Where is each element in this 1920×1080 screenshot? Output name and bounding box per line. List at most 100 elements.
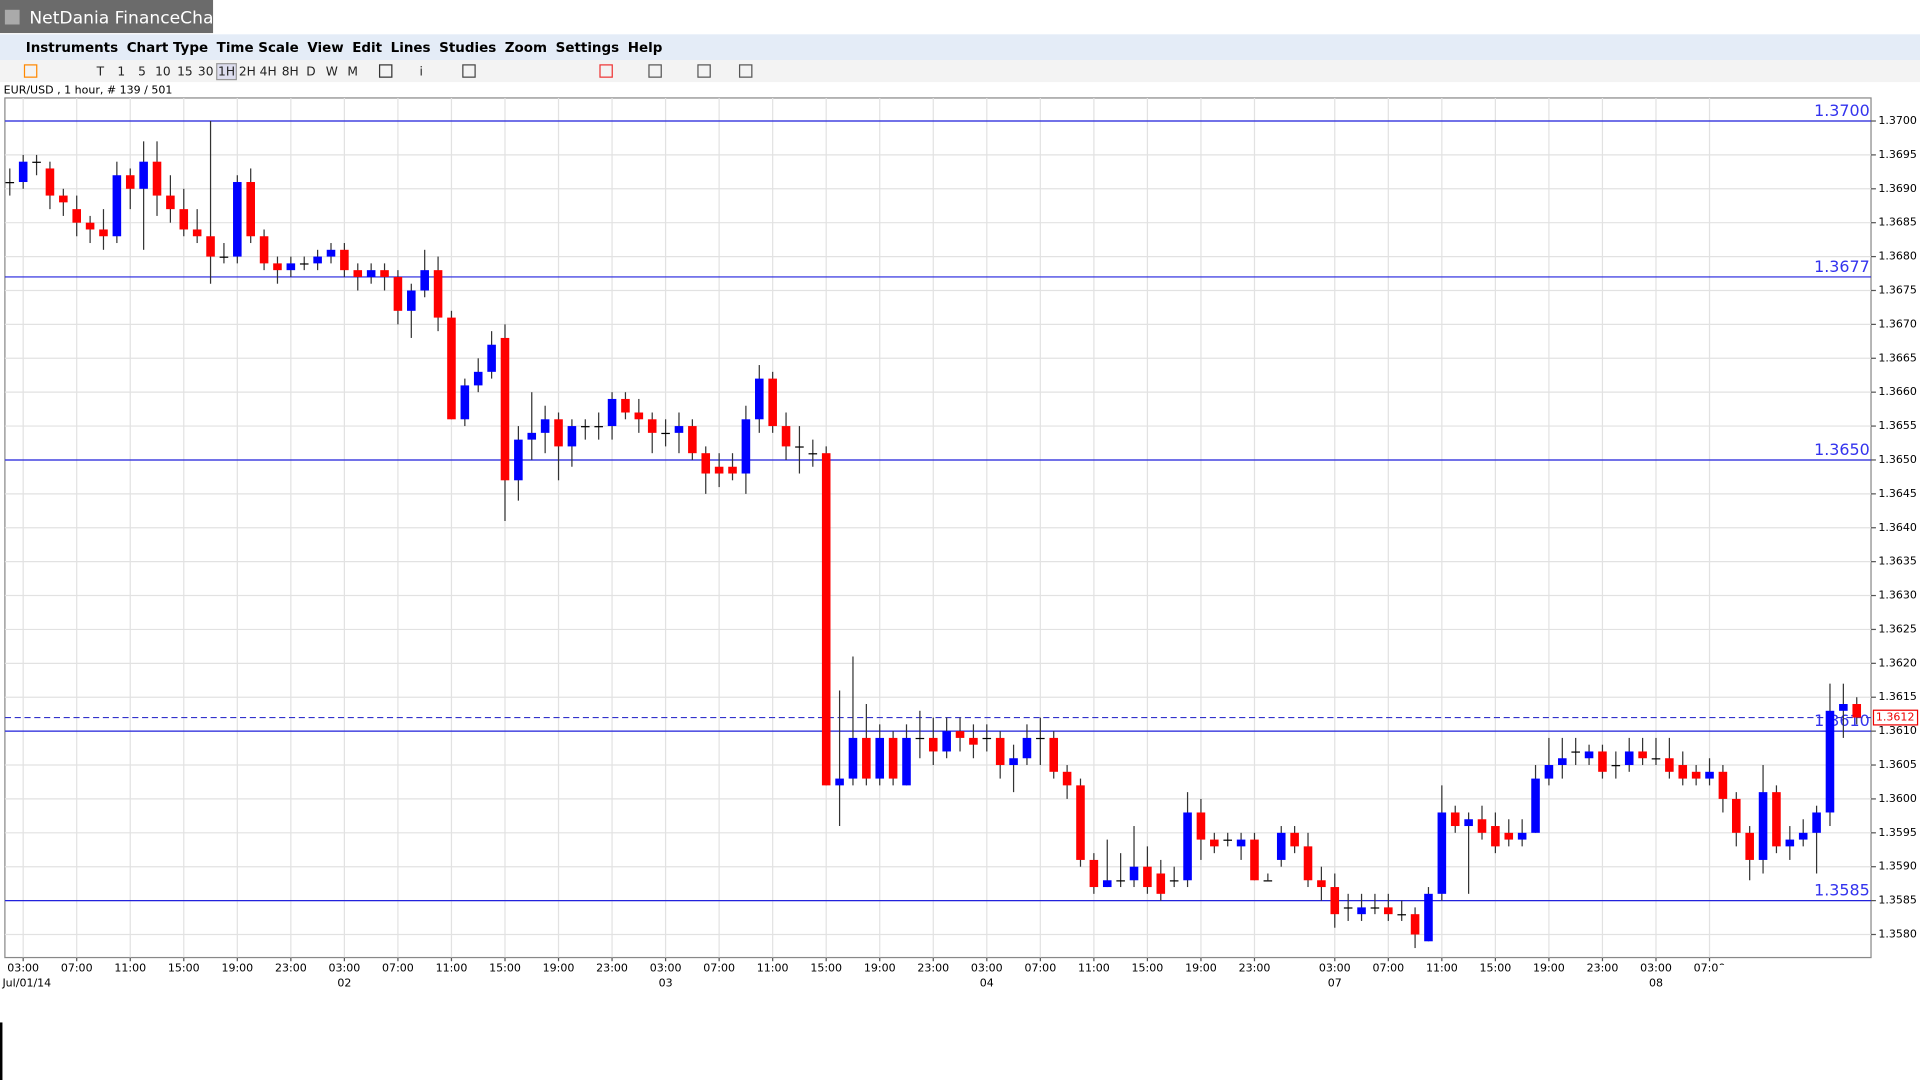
candle-body	[888, 737, 898, 779]
candle-body	[647, 419, 657, 433]
candle-body	[808, 453, 818, 455]
toolbar-icon[interactable]	[23, 64, 38, 78]
y-tick-label: 1.3585	[1878, 894, 1917, 907]
candle-body	[72, 209, 81, 223]
candle-body	[1798, 832, 1808, 840]
candle-body	[1558, 758, 1567, 766]
toolbar-button[interactable]: 4H	[260, 65, 277, 79]
toolbar-icon[interactable]	[378, 64, 393, 78]
y-tick-label: 1.3690	[1878, 182, 1917, 195]
candle-body	[875, 737, 885, 779]
menu-item[interactable]: View	[307, 41, 343, 56]
toolbar-button[interactable]: 8H	[282, 65, 299, 79]
toolbar-button[interactable]: M	[347, 65, 358, 79]
candle-body	[1651, 758, 1661, 760]
candle-body	[527, 432, 537, 440]
toolbar-icon[interactable]	[738, 64, 753, 78]
x-tick-label: 15:00	[489, 962, 521, 975]
x-tick-label: 15:00	[168, 962, 200, 975]
toolbar-button[interactable]: 5	[138, 65, 146, 79]
toolbar-icon[interactable]	[648, 64, 662, 78]
toolbar-button[interactable]: 2H	[239, 65, 256, 79]
candle-body	[1691, 771, 1701, 779]
y-tick-label: 1.3700	[1878, 114, 1917, 127]
toolbar-button[interactable]: W	[326, 65, 338, 79]
candle-body	[1705, 771, 1714, 779]
candle-body	[594, 426, 603, 428]
candle-body	[206, 236, 215, 257]
x-date-label: 04	[980, 976, 994, 989]
toolbar-button[interactable]: 10	[155, 65, 171, 79]
candle-body	[1437, 812, 1447, 894]
toolbar-icon[interactable]	[599, 64, 613, 78]
candle-body	[1678, 765, 1688, 779]
candle-body	[99, 229, 108, 237]
candle-body	[1477, 819, 1487, 833]
candle-body	[1598, 751, 1607, 772]
y-tick-label: 1.3655	[1878, 419, 1917, 432]
y-tick-label: 1.3670	[1878, 317, 1917, 330]
x-tick-label: 07:00	[1024, 962, 1056, 975]
candle-body	[326, 249, 336, 257]
overlay-box	[1717, 964, 1920, 1000]
candle-body	[286, 263, 296, 271]
candle-body	[1210, 839, 1219, 847]
toolbar-icon[interactable]	[697, 64, 711, 78]
y-tick-label: 1.3610	[1878, 724, 1917, 737]
candle-body	[942, 731, 951, 752]
candle-body	[862, 737, 871, 779]
toolbar-button[interactable]: 15	[177, 65, 193, 79]
candle-body	[674, 426, 684, 433]
candle-body	[1343, 907, 1353, 909]
menu-item[interactable]: Help	[628, 41, 663, 56]
candle-body	[1491, 826, 1500, 847]
candle-body	[340, 249, 349, 271]
toolbar-button[interactable]: i	[420, 65, 423, 79]
footer	[0, 999, 1920, 1080]
toolbar-icon[interactable]	[462, 64, 476, 78]
toolbar-button[interactable]: D	[306, 65, 315, 79]
candle-body	[1839, 704, 1848, 711]
candle-body	[1022, 737, 1032, 759]
title-bar	[0, 0, 1920, 35]
toolbar-button[interactable]: T	[96, 65, 105, 79]
candle-body	[1183, 812, 1192, 881]
candle-body	[514, 439, 523, 481]
window-title: NetDania FinanceChart	[29, 8, 227, 28]
candle-body	[768, 378, 777, 427]
menu-item[interactable]: Lines	[391, 41, 431, 56]
selected-button	[216, 63, 237, 81]
instrument-info: EUR/USD , 1 hour, # 139 / 501	[4, 84, 173, 97]
x-tick-label: 19:00	[221, 962, 253, 975]
y-tick-label: 1.3600	[1878, 792, 1917, 805]
menu-item[interactable]: Zoom	[505, 41, 547, 56]
candle-body	[1330, 887, 1340, 915]
candle-body	[1076, 785, 1085, 860]
toolbar-button[interactable]: 1H	[218, 65, 235, 79]
candle-body	[741, 419, 751, 474]
candle-body	[1624, 751, 1634, 766]
candle-body	[1223, 839, 1232, 841]
candle-body	[688, 426, 697, 454]
candle-body	[1464, 819, 1473, 827]
candle-body	[1036, 737, 1045, 740]
menu-item[interactable]: Studies	[439, 41, 496, 56]
y-tick-label: 1.3675	[1878, 283, 1917, 296]
menu-item[interactable]: Time Scale	[217, 41, 299, 56]
x-tick-label: 15:00	[1132, 962, 1164, 975]
level-label: 1.3700	[1814, 101, 1870, 120]
candle-body	[366, 270, 376, 277]
menu-item[interactable]: Settings	[556, 41, 620, 56]
candle-body	[1732, 798, 1741, 833]
candle-body	[1825, 710, 1835, 813]
candle-body	[1290, 832, 1299, 847]
title-tab	[0, 0, 214, 34]
menu-item[interactable]: Edit	[352, 41, 382, 56]
candle-body	[1665, 758, 1674, 772]
menu-item[interactable]: Chart Type	[127, 41, 208, 56]
menu-item[interactable]: Instruments	[26, 41, 118, 56]
toolbar-button[interactable]: 30	[198, 65, 214, 79]
candle-body	[1384, 907, 1393, 915]
toolbar-button[interactable]: 1	[117, 65, 125, 79]
